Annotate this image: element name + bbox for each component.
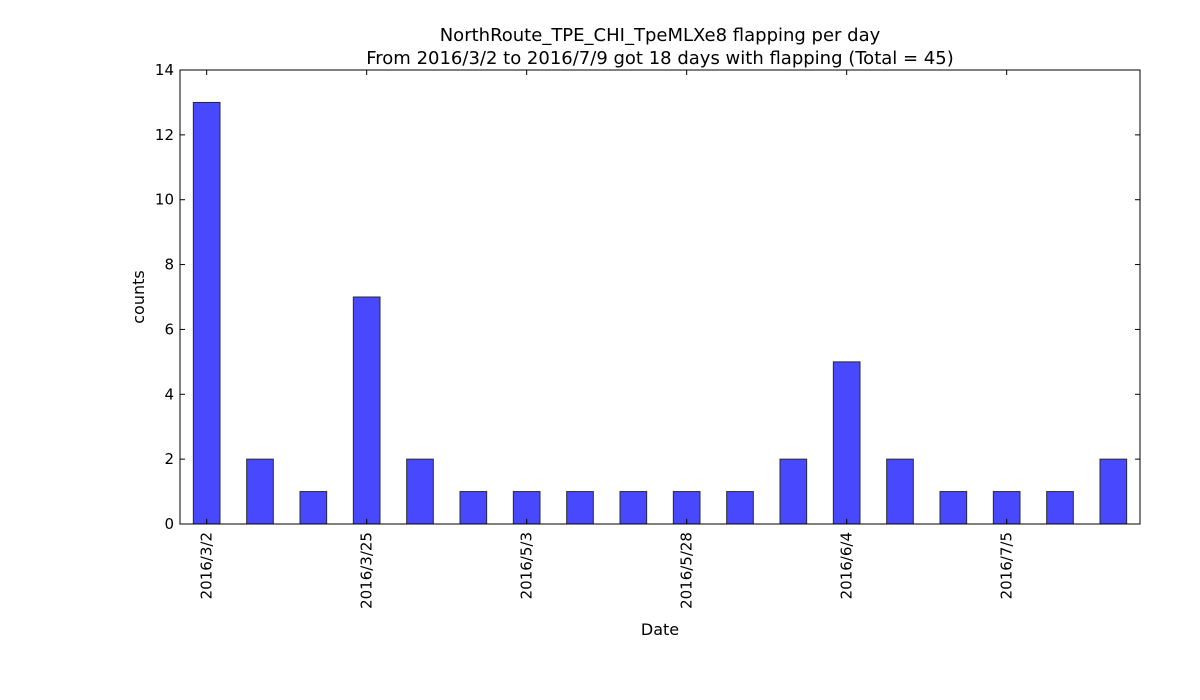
y-tick-label: 2 [164, 450, 174, 468]
bar [1099, 458, 1128, 525]
chart-title: NorthRoute_TPE_CHI_TpeMLXe8 flapping per… [440, 25, 881, 46]
y-tick-label: 6 [164, 320, 174, 338]
bar [1046, 491, 1074, 525]
x-axis-label: Date [641, 620, 679, 639]
x-ticks-group: 2016/3/2 2016/3/25 2016/5/3 2016/5/28 2016/6… [198, 70, 1016, 609]
x-tick-label: 2016/7/5 [998, 532, 1016, 599]
plot-frame [179, 69, 1141, 525]
bar [566, 491, 594, 525]
bar [726, 491, 754, 525]
bar [939, 491, 968, 525]
y-tick-label: 4 [164, 385, 174, 403]
bar [192, 101, 221, 525]
bar [406, 458, 434, 525]
bar [832, 361, 861, 525]
bar [352, 296, 381, 525]
bars-group [192, 101, 1128, 525]
bar [246, 458, 274, 525]
x-tick-label: 2016/5/28 [678, 532, 696, 609]
y-axis-label: counts [129, 270, 148, 323]
y-tick-label: 10 [155, 191, 174, 209]
y-tick-label: 12 [155, 126, 174, 144]
y-tick-label: 8 [164, 256, 174, 274]
x-tick-label: 2016/3/2 [198, 532, 216, 599]
chart-subtitle: From 2016/3/2 to 2016/7/9 got 18 days wi… [366, 48, 954, 69]
y-ticks-group: 0 2 4 6 8 10 12 14 [155, 61, 1140, 533]
bar [459, 491, 488, 525]
x-tick-label: 2016/6/4 [838, 532, 856, 599]
x-tick-label: 2016/3/25 [358, 532, 376, 609]
y-tick-label: 0 [164, 515, 174, 533]
bar [299, 491, 328, 525]
bar [619, 491, 648, 525]
x-tick-label: 2016/5/3 [518, 532, 536, 599]
y-tick-label: 14 [155, 61, 174, 79]
bar [512, 491, 541, 525]
bar [886, 458, 914, 525]
bar [779, 458, 808, 525]
